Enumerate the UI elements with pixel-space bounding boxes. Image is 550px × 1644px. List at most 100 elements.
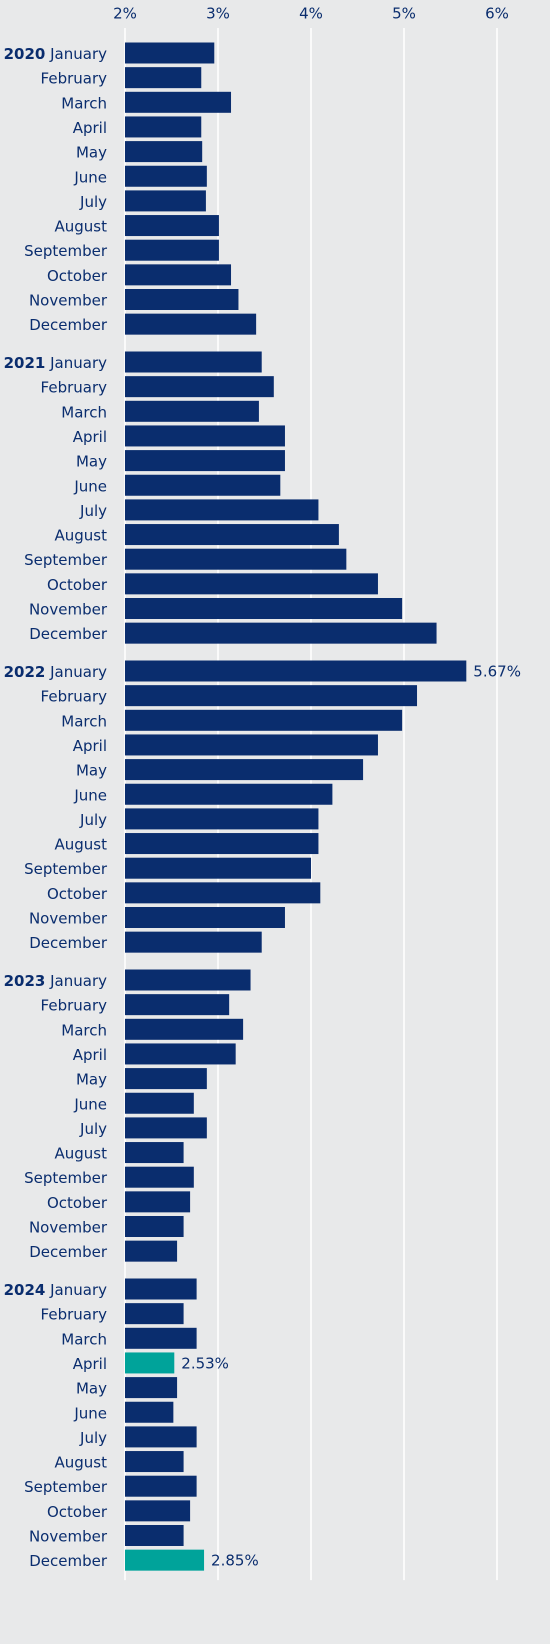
y-tick-label: September [24,860,108,878]
bar [125,1092,194,1114]
x-tick-label: 4% [299,5,323,23]
y-tick-label: March [61,1021,107,1039]
month-label: December [29,934,108,952]
bar [125,907,285,928]
y-tick-label: September [24,1169,108,1187]
month-label: August [55,835,108,853]
bar [125,1018,244,1040]
bar [125,1166,194,1188]
month-label: May [76,761,107,779]
value-label: 2.53% [181,1354,229,1372]
month-label: January [49,45,107,63]
y-tick-label: August [55,1453,108,1471]
bar [125,400,259,422]
month-label: October [47,575,108,593]
y-tick-label: May [76,761,107,779]
month-label: August [55,526,108,544]
bar [125,994,230,1016]
y-tick-label: February [41,69,108,87]
y-tick-label: May [76,1070,107,1088]
y-tick-label: August [55,217,108,235]
month-label: January [49,1281,107,1299]
y-tick-label: March [61,712,107,730]
month-label: April [73,118,107,136]
month-label: November [29,291,108,309]
month-label: March [61,712,107,730]
x-tick-label: 2% [113,5,137,23]
month-label: September [24,860,108,878]
month-label: May [76,1070,107,1088]
bar [125,215,219,237]
bar [125,190,206,212]
bar [125,1142,184,1164]
y-tick-label: April [73,427,107,445]
month-label: August [55,1453,108,1471]
y-tick-label: October [47,575,108,593]
bar [125,165,207,187]
month-label: April [73,427,107,445]
month-label: October [47,266,108,284]
month-label: February [41,378,108,396]
bar [125,450,285,472]
bar [125,1475,197,1497]
year-label: 2023 [4,972,46,990]
y-tick-label: October [47,1193,108,1211]
bar [125,264,232,286]
month-label: December [29,1552,108,1570]
y-tick-label: May [76,1379,107,1397]
bar [125,598,403,619]
y-tick-label: November [29,600,108,618]
y-tick-label: February [41,1305,108,1323]
bar [125,1426,197,1448]
y-tick-label: June [73,1404,107,1422]
month-label: June [73,477,107,495]
bar [125,783,333,805]
y-tick-label: October [47,884,108,902]
x-tick-label: 6% [485,5,509,23]
y-tick-label: September [24,551,108,569]
month-label: January [49,972,107,990]
y-tick-label: June [73,1095,107,1113]
bar [125,474,281,496]
bar [125,376,274,398]
y-tick-label: April [73,1354,107,1372]
bar [125,239,219,261]
y-tick-label: July [79,1119,107,1137]
y-tick-label: June [73,786,107,804]
bar [125,1327,197,1349]
y-tick-label: 2020 January [4,45,108,63]
y-tick-label: September [24,1478,108,1496]
bar [125,1240,178,1262]
bar [125,685,418,707]
bar [125,499,319,521]
month-label: November [29,1218,108,1236]
y-tick-label: July [79,501,107,519]
year-label: 2021 [4,354,46,372]
month-label: October [47,1193,108,1211]
bar [125,141,203,163]
y-tick-label: September [24,242,108,260]
bar [125,969,251,991]
bar [125,1401,174,1423]
y-tick-label: December [29,316,108,334]
bar [125,709,403,731]
y-tick-label: March [61,403,107,421]
bar [125,524,339,546]
y-tick-label: 2023 January [4,972,108,990]
bar [125,116,202,138]
month-label: September [24,242,108,260]
x-tick-label: 5% [392,5,416,23]
month-label: December [29,316,108,334]
bar [125,1525,184,1546]
y-tick-label: November [29,1218,108,1236]
y-tick-label: November [29,1527,108,1545]
month-label: May [76,452,107,470]
bar [125,734,378,756]
month-label: March [61,94,107,112]
month-label: June [73,1404,107,1422]
bar [125,42,215,64]
y-tick-label: April [73,118,107,136]
y-tick-label: 2022 January [4,663,108,681]
month-label: July [79,1119,107,1137]
